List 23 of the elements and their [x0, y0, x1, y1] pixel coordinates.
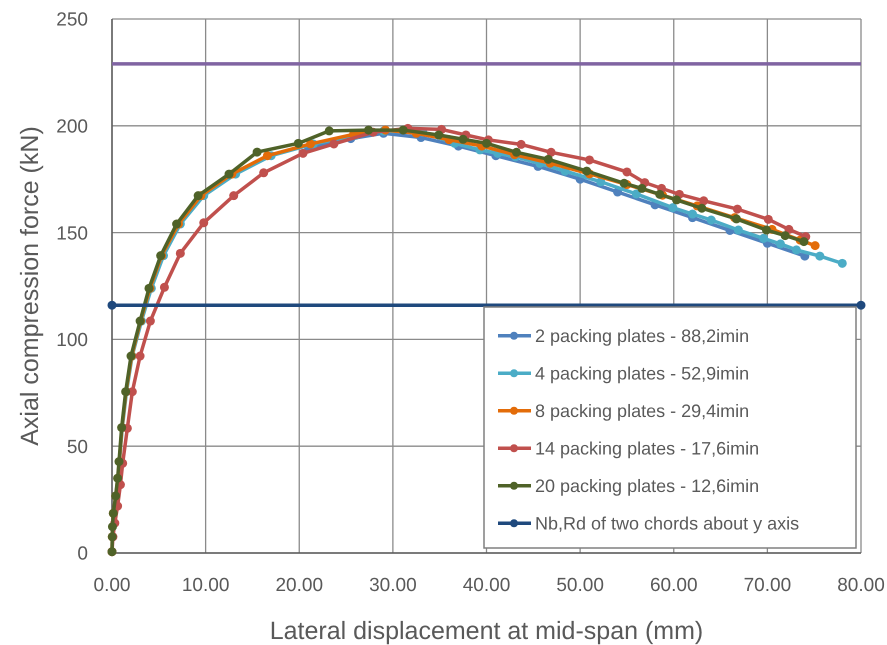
y-tick-label: 100 — [56, 330, 88, 352]
legend-label: 20 packing plates - 12,6imin — [535, 476, 760, 496]
x-tick-label: 60.00 — [650, 575, 698, 596]
legend-label: 8 packing plates - 29,4imin — [535, 401, 750, 422]
y-tick-label: 200 — [56, 116, 88, 138]
x-tick-label: 0.00 — [94, 575, 130, 596]
y-tick-label: 150 — [56, 223, 88, 244]
legend-label: Nb,Rd of two chords about y axis — [535, 514, 800, 534]
y-axis-title: Axial compression force (kN) — [16, 126, 44, 446]
legend-label: 2 packing plates - 88,2imin — [535, 326, 750, 346]
x-tick-label: 80.00 — [837, 575, 885, 596]
x-tick-label: 20.00 — [275, 575, 324, 596]
y-tick-label: 50 — [66, 436, 88, 458]
x-tick-label: 50.00 — [556, 575, 604, 596]
x-tick-label: 70.00 — [744, 575, 792, 596]
legend-label: 4 packing plates - 52,9imin — [535, 364, 750, 384]
x-tick-label: 40.00 — [462, 575, 510, 596]
y-tick-label: 0 — [77, 544, 88, 565]
legend-label: 14 packing plates - 17,6imin — [535, 438, 760, 459]
x-tick-label: 30.00 — [369, 575, 417, 596]
x-axis-title: Lateral displacement at mid-span (mm) — [270, 617, 704, 645]
x-tick-label: 10.00 — [182, 575, 230, 596]
y-tick-label: 250 — [56, 10, 88, 31]
